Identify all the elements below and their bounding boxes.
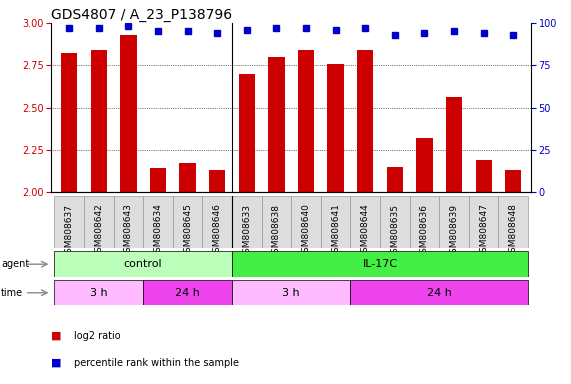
Text: GSM808647: GSM808647 [479, 204, 488, 258]
Text: time: time [1, 288, 23, 298]
Text: GSM808642: GSM808642 [94, 204, 103, 258]
Bar [54, 280, 143, 305]
Text: control: control [124, 259, 163, 269]
Bar [446, 98, 462, 192]
Text: GSM808643: GSM808643 [124, 204, 133, 258]
Bar [120, 35, 136, 192]
Bar [232, 251, 528, 277]
Bar [409, 196, 439, 248]
Bar [114, 196, 143, 248]
Text: GSM808635: GSM808635 [391, 204, 399, 258]
Bar [351, 196, 380, 248]
Bar [91, 50, 107, 192]
Text: IL-17C: IL-17C [363, 259, 397, 269]
Bar [262, 196, 291, 248]
Bar [54, 251, 232, 277]
Bar [321, 196, 351, 248]
Text: GSM808648: GSM808648 [509, 204, 518, 258]
Bar [357, 50, 373, 192]
Bar [469, 196, 498, 248]
Text: ■: ■ [51, 358, 62, 368]
Text: 3 h: 3 h [90, 288, 107, 298]
Bar [387, 167, 403, 192]
Bar [498, 196, 528, 248]
Bar [351, 280, 528, 305]
Bar [61, 53, 77, 192]
Text: GSM808640: GSM808640 [301, 204, 311, 258]
Bar [84, 196, 114, 248]
Text: GSM808641: GSM808641 [331, 204, 340, 258]
Bar [232, 196, 262, 248]
Text: GSM808633: GSM808633 [242, 204, 251, 258]
Text: GSM808644: GSM808644 [361, 204, 370, 258]
Bar [209, 170, 226, 192]
Bar [291, 196, 321, 248]
Bar [416, 138, 433, 192]
Bar [439, 196, 469, 248]
Bar [380, 196, 409, 248]
Bar [505, 170, 521, 192]
Bar [239, 74, 255, 192]
Text: 24 h: 24 h [175, 288, 200, 298]
Text: GSM808637: GSM808637 [65, 204, 74, 258]
Text: log2 ratio: log2 ratio [74, 331, 121, 341]
Text: GDS4807 / A_23_P138796: GDS4807 / A_23_P138796 [51, 8, 232, 22]
Bar [54, 196, 84, 248]
Bar [328, 64, 344, 192]
Bar [179, 163, 196, 192]
Text: GSM808645: GSM808645 [183, 204, 192, 258]
Bar [143, 196, 173, 248]
Bar [232, 280, 351, 305]
Text: GSM808639: GSM808639 [449, 204, 459, 258]
Bar [150, 168, 166, 192]
Bar [298, 50, 314, 192]
Text: agent: agent [1, 259, 29, 269]
Text: ■: ■ [51, 331, 62, 341]
Bar [173, 196, 202, 248]
Text: GSM808646: GSM808646 [212, 204, 222, 258]
Text: GSM808636: GSM808636 [420, 204, 429, 258]
Bar [202, 196, 232, 248]
Text: GSM808634: GSM808634 [154, 204, 163, 258]
Text: 24 h: 24 h [427, 288, 452, 298]
Bar [143, 280, 232, 305]
Bar [476, 160, 492, 192]
Bar [268, 57, 284, 192]
Text: GSM808638: GSM808638 [272, 204, 281, 258]
Text: percentile rank within the sample: percentile rank within the sample [74, 358, 239, 368]
Text: 3 h: 3 h [283, 288, 300, 298]
